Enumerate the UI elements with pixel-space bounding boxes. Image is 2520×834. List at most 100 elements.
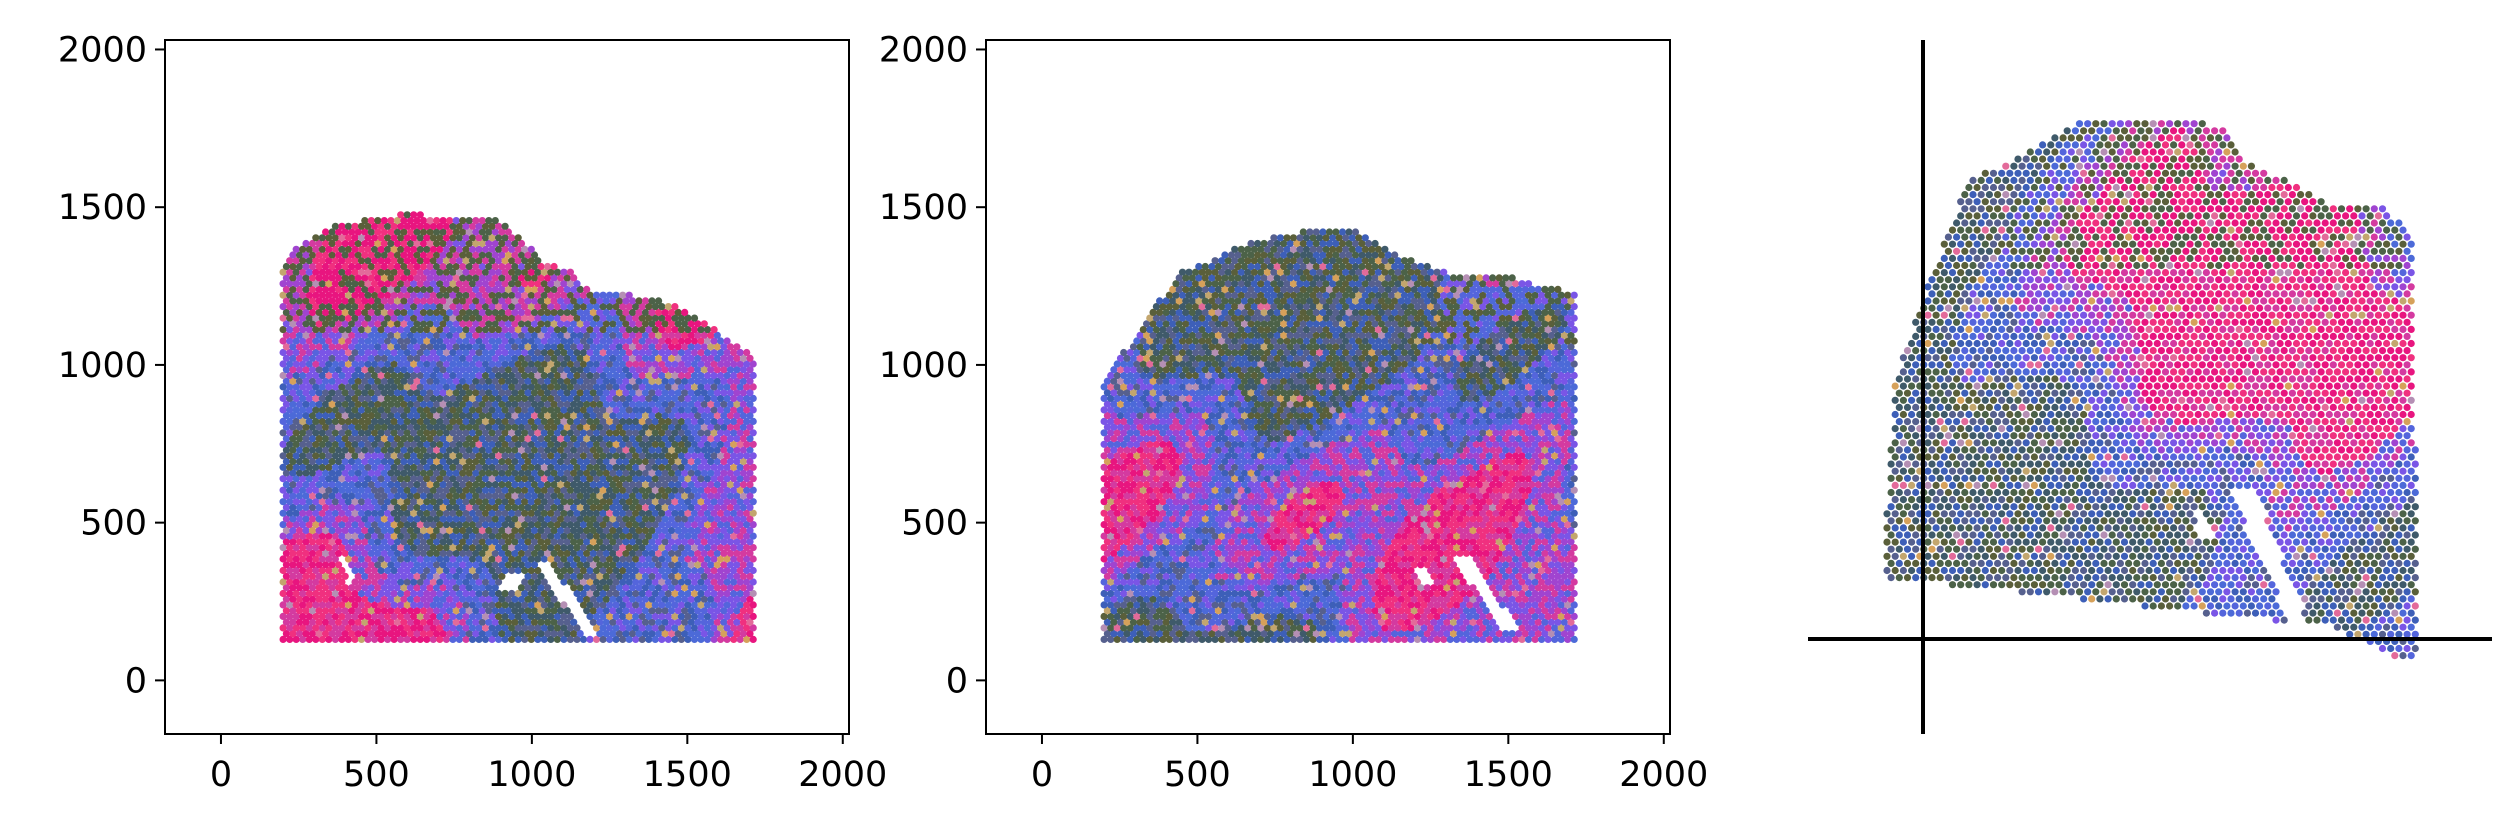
spot (677, 624, 686, 632)
spot (606, 544, 614, 552)
spot (468, 601, 477, 609)
spot (308, 630, 317, 638)
spot (576, 595, 584, 603)
spot (380, 217, 388, 225)
spot (433, 561, 441, 569)
spot (279, 612, 287, 621)
spot (455, 578, 463, 586)
spot (615, 515, 624, 523)
spot (668, 584, 676, 592)
spot (478, 503, 486, 511)
spot (318, 612, 326, 621)
spot (468, 635, 477, 644)
spot (592, 532, 601, 540)
spot (318, 601, 326, 609)
spot (681, 618, 689, 626)
spot (697, 509, 705, 517)
spot (619, 612, 627, 621)
spot (746, 618, 754, 626)
spot (472, 630, 480, 638)
spot (426, 538, 434, 546)
spot (455, 555, 463, 563)
spot (491, 607, 499, 615)
spot (674, 618, 682, 626)
spot (312, 624, 320, 632)
spot (481, 544, 490, 552)
spot (553, 635, 562, 644)
spot (384, 624, 392, 632)
spot (390, 532, 398, 540)
spot (700, 320, 708, 328)
spot (530, 538, 539, 546)
spot (658, 589, 666, 598)
spot (423, 624, 431, 632)
spot (749, 555, 757, 563)
spot (609, 595, 617, 603)
spot (413, 572, 421, 580)
spot (534, 601, 542, 609)
spot (560, 612, 568, 621)
spot (690, 624, 699, 632)
spot (635, 595, 643, 603)
spot (514, 234, 522, 242)
spot (645, 601, 653, 609)
spot (563, 526, 571, 535)
spot (625, 544, 633, 552)
spot (462, 509, 470, 517)
spot (648, 607, 656, 615)
spot (730, 521, 738, 529)
spot (354, 584, 362, 592)
spot (410, 566, 418, 575)
spot (671, 624, 679, 632)
spot (550, 515, 558, 523)
spot (557, 618, 565, 626)
spot (619, 291, 627, 299)
spot (452, 572, 460, 580)
spot (465, 538, 473, 546)
spot (279, 532, 287, 540)
spot (371, 544, 379, 552)
spot (488, 544, 496, 552)
spot (625, 601, 633, 609)
spot (498, 549, 506, 557)
spot (328, 538, 336, 546)
spot (299, 498, 307, 506)
spot (429, 635, 437, 644)
spot (318, 578, 326, 586)
spot (566, 612, 575, 621)
spot (348, 584, 356, 592)
spot (609, 561, 617, 569)
spot (717, 612, 725, 621)
spot (511, 618, 519, 626)
spot (367, 526, 375, 535)
spot (377, 555, 385, 563)
spot (292, 578, 300, 586)
spot (703, 509, 712, 517)
spot (308, 526, 317, 535)
spot (410, 521, 418, 529)
spot (452, 526, 460, 535)
spot (677, 532, 686, 540)
spot (566, 555, 575, 563)
spot (491, 503, 499, 511)
spot (641, 607, 650, 615)
spot (338, 509, 346, 517)
spot (488, 612, 496, 621)
spot (537, 549, 545, 557)
spot (406, 515, 415, 523)
spot (335, 630, 343, 638)
spot (357, 612, 366, 621)
spot (606, 521, 614, 529)
spot (717, 601, 725, 609)
spot (403, 566, 411, 575)
spot (292, 624, 300, 632)
spot (436, 555, 444, 563)
spot (599, 555, 607, 563)
spot (344, 521, 352, 529)
spot (707, 572, 715, 580)
spot (312, 589, 320, 598)
spot (687, 607, 695, 615)
spot (367, 515, 375, 523)
spot (707, 561, 715, 569)
spot (439, 538, 447, 546)
